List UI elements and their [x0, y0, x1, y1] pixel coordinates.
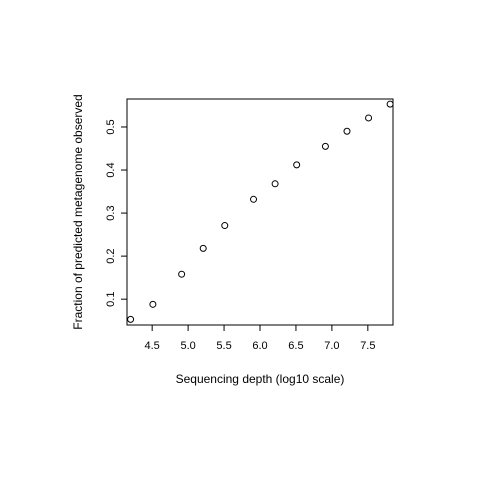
data-point — [321, 142, 329, 150]
x-axis-label: Sequencing depth (log10 scale) — [176, 372, 345, 386]
x-tick-label: 6.5 — [288, 340, 303, 352]
data-point — [199, 244, 207, 252]
data-point — [386, 100, 394, 108]
data-point — [250, 195, 258, 203]
data-point — [293, 161, 301, 169]
x-tick-label: 7.5 — [360, 340, 375, 352]
y-tick-label: 0.4 — [105, 162, 117, 177]
y-tick-label: 0.1 — [105, 292, 117, 307]
y-axis-label: Fraction of predicted metagenome observe… — [71, 94, 85, 329]
x-tick-label: 5.5 — [216, 340, 231, 352]
y-tick-label: 0.5 — [105, 119, 117, 134]
data-point — [271, 180, 279, 188]
data-point — [221, 222, 229, 230]
data-point — [365, 114, 373, 122]
x-tick-label: 4.5 — [145, 340, 160, 352]
x-tick-label: 6.0 — [252, 340, 267, 352]
data-point — [178, 270, 186, 278]
y-tick-label: 0.3 — [105, 205, 117, 220]
x-tick-label: 7.0 — [324, 340, 339, 352]
plot-frame — [126, 98, 394, 326]
x-axis: 4.5 5.0 5.5 6.0 6.5 7.0 7.5 — [145, 324, 375, 352]
data-point — [343, 127, 351, 135]
x-tick-label: 5.0 — [180, 340, 195, 352]
data-point — [127, 315, 135, 323]
y-tick-label: 0.2 — [105, 248, 117, 263]
data-points — [127, 100, 394, 323]
data-point — [149, 300, 157, 308]
y-axis: 0.1 0.2 0.3 0.4 0.5 — [105, 119, 128, 307]
